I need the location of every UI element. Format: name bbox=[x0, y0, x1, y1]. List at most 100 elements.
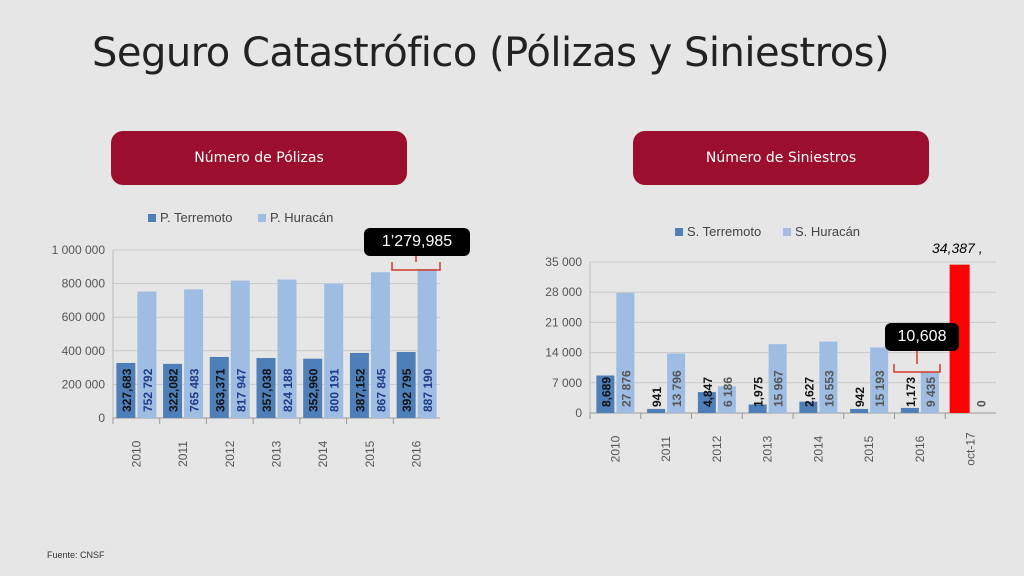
bar-terremoto bbox=[900, 407, 919, 413]
bar-huracan bbox=[370, 272, 390, 418]
y-tick-label: 0 bbox=[575, 406, 582, 420]
legend-swatch bbox=[675, 228, 683, 236]
x-tick-label: 2010 bbox=[608, 435, 622, 462]
legend-label: S. Terremoto bbox=[687, 224, 761, 239]
legend-swatch bbox=[783, 228, 791, 236]
x-tick-label: 2013 bbox=[761, 435, 775, 462]
y-tick-label: 400 000 bbox=[62, 344, 106, 358]
bar-terremoto bbox=[116, 362, 136, 418]
data-label: 392 795 bbox=[400, 368, 414, 412]
y-tick-label: 1 000 000 bbox=[52, 243, 106, 257]
data-label: 942 bbox=[853, 387, 867, 407]
bar-terremoto bbox=[647, 408, 666, 413]
x-tick-label: 2014 bbox=[811, 435, 825, 462]
data-label: 322,082 bbox=[167, 368, 181, 412]
oct-total-label: 34,387 , bbox=[932, 240, 983, 256]
x-tick-label: 2013 bbox=[270, 440, 284, 467]
data-label: 27 876 bbox=[619, 370, 633, 407]
siniestros-header: Número de Siniestros bbox=[633, 131, 929, 185]
y-tick-label: 35 000 bbox=[545, 255, 582, 269]
bar-huracan bbox=[616, 292, 635, 413]
bar-terremoto bbox=[596, 375, 615, 413]
bar-huracan bbox=[920, 372, 939, 413]
legend-label: S. Huracán bbox=[795, 224, 860, 239]
data-label: 6 186 bbox=[721, 377, 735, 407]
y-tick-label: 800 000 bbox=[62, 277, 106, 291]
data-label: 8,689 bbox=[599, 377, 613, 407]
data-label: 9 435 bbox=[924, 377, 938, 407]
x-tick-label: 2015 bbox=[363, 440, 377, 467]
y-tick-label: 7 000 bbox=[552, 376, 582, 390]
y-tick-label: 600 000 bbox=[62, 310, 106, 324]
data-label: 800 191 bbox=[328, 368, 342, 412]
bar-huracan bbox=[870, 347, 889, 413]
bar-huracan bbox=[277, 279, 297, 418]
data-label: 1,173 bbox=[904, 377, 918, 407]
bracket-2016 bbox=[391, 262, 441, 271]
data-label: 2,627 bbox=[802, 377, 816, 407]
polizas-header: Número de Pólizas bbox=[111, 131, 407, 185]
data-label: 352,960 bbox=[307, 368, 321, 412]
bar-terremoto bbox=[697, 392, 716, 413]
y-tick-label: 200 000 bbox=[62, 377, 106, 391]
data-label: 327,683 bbox=[120, 368, 134, 412]
bar-huracan bbox=[230, 280, 250, 418]
data-label: 824 188 bbox=[281, 368, 295, 412]
bar-terremoto bbox=[256, 358, 276, 418]
x-tick-label: 2016 bbox=[913, 435, 927, 462]
bar-terremoto bbox=[748, 404, 767, 413]
bar-huracan bbox=[324, 283, 344, 418]
x-tick-label: 2011 bbox=[176, 441, 190, 467]
data-label: 0 bbox=[975, 400, 989, 407]
data-label: 4,847 bbox=[701, 377, 715, 407]
y-tick-label: 28 000 bbox=[545, 285, 582, 299]
data-label: 15 967 bbox=[772, 370, 786, 407]
bar-huracan bbox=[667, 353, 686, 413]
data-label: 941 bbox=[650, 387, 664, 407]
bar-huracan bbox=[417, 268, 437, 418]
siniestros-total-callout: 10,608 bbox=[885, 323, 959, 351]
x-tick-label: 2011 bbox=[659, 436, 673, 462]
x-tick-label: 2012 bbox=[710, 435, 724, 462]
data-label: 752 792 bbox=[141, 368, 155, 412]
data-label: 765 483 bbox=[188, 368, 202, 412]
y-tick-label: 14 000 bbox=[545, 346, 582, 360]
bar-terremoto bbox=[850, 408, 869, 413]
polizas-total-callout: 1’279,985 bbox=[364, 228, 470, 256]
bar-terremoto bbox=[303, 358, 323, 418]
bar-terremoto bbox=[799, 401, 818, 413]
legend-label: P. Huracán bbox=[270, 210, 333, 225]
bar-huracan bbox=[137, 291, 157, 418]
bar-terremoto bbox=[949, 264, 970, 413]
bracket-2016-siniestros bbox=[893, 364, 941, 373]
y-tick-label: 21 000 bbox=[545, 315, 582, 329]
bar-terremoto bbox=[349, 352, 369, 418]
bar-terremoto bbox=[209, 356, 229, 418]
bar-terremoto bbox=[163, 363, 183, 418]
x-tick-label: 2010 bbox=[129, 440, 143, 467]
x-tick-label: 2016 bbox=[410, 440, 424, 467]
data-label: 15 193 bbox=[873, 370, 887, 407]
bar-terremoto bbox=[396, 352, 416, 418]
data-label: 867 845 bbox=[374, 368, 388, 412]
page-title: Seguro Catastrófico (Pólizas y Siniestro… bbox=[92, 30, 890, 76]
source-note: Fuente: CNSF bbox=[47, 550, 105, 560]
x-tick-label: 2015 bbox=[862, 435, 876, 462]
legend-swatch bbox=[148, 214, 156, 222]
x-tick-label: oct-17 bbox=[964, 432, 978, 466]
bar-huracan bbox=[819, 341, 838, 413]
x-tick-label: 2012 bbox=[223, 440, 237, 467]
data-label: 817 947 bbox=[234, 368, 248, 412]
x-tick-label: 2014 bbox=[316, 440, 330, 467]
data-label: 1,975 bbox=[752, 377, 766, 407]
bar-huracan bbox=[768, 344, 787, 413]
bar-huracan bbox=[717, 386, 736, 413]
data-label: 357,038 bbox=[260, 368, 274, 412]
legend-swatch bbox=[258, 214, 266, 222]
bar-huracan bbox=[184, 289, 204, 418]
data-label: 16 553 bbox=[822, 370, 836, 407]
legend-label: P. Terremoto bbox=[160, 210, 233, 225]
data-label: 13 796 bbox=[670, 370, 684, 407]
data-label: 363,371 bbox=[213, 368, 227, 412]
